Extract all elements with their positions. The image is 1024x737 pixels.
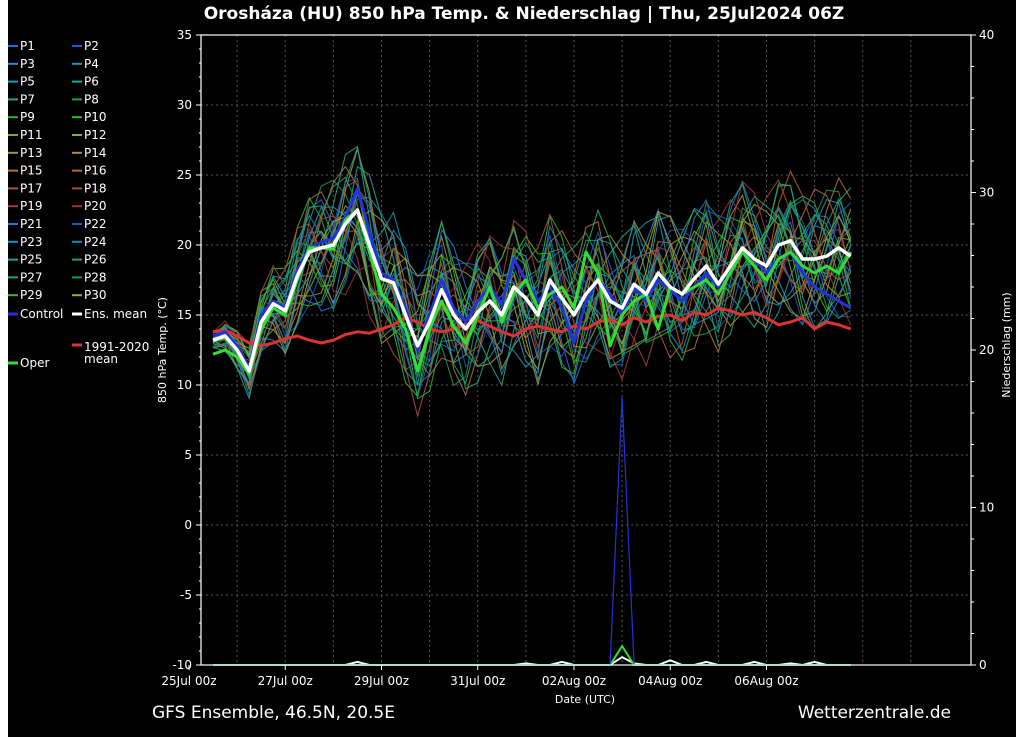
- precipitation-lines: [213, 397, 851, 667]
- legend-oper-label: Oper: [20, 356, 49, 370]
- y2-tick-label: 30: [979, 186, 994, 200]
- legend: P1 P2 P3 P4 P5 P6 P7 P8 P9 P10 P11 P12 P13 P14 P15 P16 P…: [8, 39, 149, 370]
- y-tick-label: 5: [184, 448, 192, 462]
- member-line-p3: [212, 187, 852, 381]
- y-tick-label: 30: [177, 98, 192, 112]
- y2-tick-label: 40: [979, 28, 994, 42]
- series-line-ens-mean: [212, 208, 852, 373]
- legend-p20-label: P20: [84, 199, 107, 213]
- y2-tick-label: 0: [979, 658, 987, 672]
- legend-p10-label: P10: [84, 110, 107, 124]
- y2-tick-label: 10: [979, 501, 994, 515]
- y-tick-label: -5: [180, 588, 192, 602]
- legend-p21-label: P21: [20, 217, 43, 231]
- legend-p12-label: P12: [84, 128, 107, 142]
- y-tick-label: 20: [177, 238, 192, 252]
- legend-p25-label: P25: [20, 253, 43, 267]
- highlight-series: [212, 187, 853, 376]
- y-tick-label: 35: [177, 28, 192, 42]
- legend-p1-label: P1: [20, 39, 35, 53]
- legend-p29-label: P29: [20, 288, 43, 302]
- chart-frame: [8, 0, 1016, 737]
- legend-p14-label: P14: [84, 146, 107, 160]
- x-axis-ticks: 25Jul 00z 27Jul 00z 29Jul 00z 31Jul 00z 02Au…: [161, 665, 799, 688]
- legend-ens-mean-label: Ens. mean: [84, 307, 147, 321]
- member-line-p11: [212, 203, 851, 353]
- legend-p27-label: P27: [20, 270, 43, 284]
- y-tick-label: 10: [177, 378, 192, 392]
- x-tick-label: 27Jul 00z: [258, 674, 313, 688]
- legend-p16-label: P16: [84, 164, 107, 178]
- legend-p6-label: P6: [84, 75, 99, 89]
- legend-p19-label: P19: [20, 199, 43, 213]
- legend-p13-label: P13: [20, 146, 43, 160]
- y-tick-label: 25: [177, 168, 192, 182]
- y-tick-label: -10: [172, 658, 192, 672]
- member-line-p18: [212, 178, 852, 371]
- y2-tick-label: 20: [979, 343, 994, 357]
- legend-p2-label: P2: [84, 39, 99, 53]
- source-footer: Wetterzentrale.de: [798, 703, 951, 723]
- y2-axis-label: Niederschlag (mm): [1000, 292, 1013, 397]
- y-axis-ticks: -10 -5 0 5 10 15 20 25 30 35: [172, 28, 201, 672]
- x-tick-label: 06Aug 00z: [734, 674, 798, 688]
- x-tick-label: 31Jul 00z: [450, 674, 505, 688]
- chart-title: Orosháza (HU) 850 hPa Temp. & Niederschl…: [204, 4, 845, 24]
- member-line-p27: [212, 183, 852, 369]
- x-tick-label: 04Aug 00z: [638, 674, 702, 688]
- x-tick-label: 02Aug 00z: [542, 674, 606, 688]
- member-line-p13: [212, 209, 851, 392]
- ensemble-member-lines: [212, 145, 852, 419]
- legend-climate-label-2: mean: [84, 352, 118, 366]
- legend-p22-label: P22: [84, 217, 107, 231]
- precip-line-p1: [213, 397, 851, 666]
- precip-line-ens-mean: [213, 655, 851, 667]
- legend-p15-label: P15: [20, 164, 43, 178]
- legend-p3-label: P3: [20, 57, 35, 71]
- model-info-footer: GFS Ensemble, 46.5N, 20.5E: [152, 703, 395, 723]
- legend-p7-label: P7: [20, 92, 35, 106]
- legend-p23-label: P23: [20, 235, 43, 249]
- member-line-p30: [212, 211, 852, 387]
- legend-p8-label: P8: [84, 92, 99, 106]
- legend-p18-label: P18: [84, 181, 107, 195]
- x-tick-label: 25Jul 00z: [161, 674, 216, 688]
- legend-p11-label: P11: [20, 128, 43, 142]
- legend-p9-label: P9: [20, 110, 35, 124]
- x-tick-label: 29Jul 00z: [354, 674, 409, 688]
- x-axis-label: Date (UTC): [555, 693, 615, 706]
- legend-p24-label: P24: [84, 235, 107, 249]
- y-tick-label: 0: [184, 518, 192, 532]
- legend-p28-label: P28: [84, 270, 107, 284]
- legend-control-label: Control: [20, 307, 63, 321]
- y-tick-label: 15: [177, 308, 192, 322]
- legend-p4-label: P4: [84, 57, 99, 71]
- y-axis-label: 850 hPa Temp. (°C): [156, 297, 169, 403]
- legend-p26-label: P26: [84, 253, 107, 267]
- legend-p5-label: P5: [20, 75, 35, 89]
- legend-climate-label-1: 1991-2020: [84, 340, 149, 354]
- member-line-p23: [212, 199, 852, 375]
- legend-p17-label: P17: [20, 181, 43, 195]
- legend-p30-label: P30: [84, 288, 107, 302]
- y2-axis-ticks: 0 10 20 30 40: [971, 28, 994, 672]
- series-line-1991-2020-mean: [212, 306, 852, 348]
- member-line-p29: [212, 187, 852, 375]
- member-line-p25: [212, 146, 852, 386]
